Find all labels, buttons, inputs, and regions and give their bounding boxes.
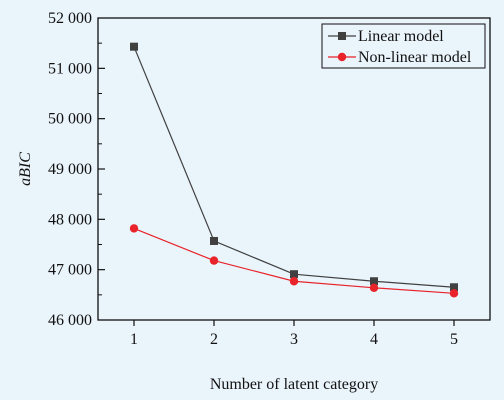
x-axis-title: Number of latent category [210,376,378,393]
y-tick-label: 52 000 [48,10,92,27]
series-layer [129,42,459,298]
x-tick-label: 3 [290,331,298,348]
x-tick-label: 5 [450,331,458,348]
x-tick-label: 1 [130,331,138,348]
data-point-square [130,42,138,51]
y-tick-label: 49 000 [48,161,92,178]
data-point-circle [209,256,219,265]
legend: Linear model Non-linear model [321,23,486,69]
x-tick-label: 4 [370,331,378,348]
x-tick-label: 2 [210,331,218,348]
data-point-square [210,236,218,245]
y-tick-label: 50 000 [48,111,92,128]
legend-label: Linear model [358,28,444,45]
legend-box [321,23,486,69]
data-point-circle [289,277,299,286]
data-point-square [290,270,298,279]
legend-marker-square [338,32,346,40]
data-point-square [450,283,458,292]
legend-marker-circle [337,52,347,62]
axes: 46 000 47 000 48 000 49 000 50 000 51 000 52 0… [48,10,491,348]
legend-label: Non-linear model [358,49,472,66]
y-tick-label: 46 000 [48,312,92,329]
y-tick-label: 47 000 [48,262,92,279]
y-axis-title: aBIC [17,152,34,186]
y-tick-label: 51 000 [48,60,92,77]
data-point-square [370,277,378,286]
data-point-circle [449,289,459,298]
data-point-circle [129,224,139,233]
y-tick-label: 48 000 [48,211,92,228]
data-point-circle [369,283,379,292]
